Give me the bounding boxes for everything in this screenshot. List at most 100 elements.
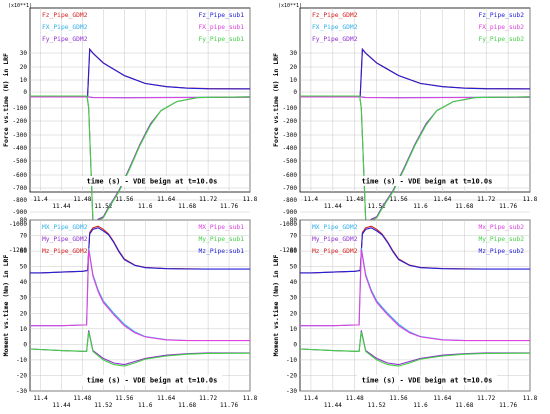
y-tick-label: -30 xyxy=(286,388,297,395)
x-tick-label: 11.44 xyxy=(52,402,70,409)
multiplier-label: (x10**1) xyxy=(278,3,302,9)
x-tick-label: 11.68 xyxy=(178,402,196,409)
y-tick-label: 20 xyxy=(20,64,28,71)
x-tick-label: 11.56 xyxy=(390,395,408,402)
y-axis-label: Force vs.time (N) in LRF xyxy=(272,53,280,147)
x-tick-label: 11.64 xyxy=(157,395,175,402)
x-tick-label: 11.56 xyxy=(115,196,133,203)
y-tick-label: -300 xyxy=(283,132,298,139)
legend-entry: Mz_Pipe_GDM2 xyxy=(312,248,358,255)
y-tick-label: 30 xyxy=(290,295,298,302)
y-tick-label: -20 xyxy=(16,372,27,379)
y-tick-label: 30 xyxy=(20,50,28,57)
x-axis-label: time (s) - VDE beign at t=10.0s xyxy=(362,377,493,385)
x-axis-label: time (s) - VDE beign at t=10.0s xyxy=(87,178,218,186)
y-tick-label: -800 xyxy=(13,197,28,204)
legend-entry: My_Pipe_sub2 xyxy=(479,236,525,243)
y-tick-label: -30 xyxy=(16,388,27,395)
x-tick-label: 11.6 xyxy=(138,203,153,210)
y-tick-label: -10 xyxy=(286,357,297,364)
x-tick-label: 11.72 xyxy=(477,196,495,203)
x-tick-label: 11.68 xyxy=(455,203,473,210)
y-tick-label: 10 xyxy=(20,326,28,333)
x-tick-label: 11.8 xyxy=(243,196,258,203)
y-tick-label: 70 xyxy=(290,233,298,240)
y-axis-label: Moment vs.time (Nm) in LRF xyxy=(272,255,280,357)
legend-entry: FX_Pipe_GDM2 xyxy=(42,24,88,31)
x-tick-label: 11.52 xyxy=(368,402,386,409)
y-tick-label: 50 xyxy=(20,264,28,271)
series-line-mz-pipe-sub2 xyxy=(300,227,530,274)
legend-entry: Mx_Pipe_sub2 xyxy=(479,224,525,231)
x-tick-label: 11.4 xyxy=(304,395,319,402)
series-line-mx-pipe-sub1 xyxy=(30,249,250,342)
legend-entry: My_Pipe_sub1 xyxy=(199,236,245,243)
x-axis-label: time (s) - VDE beign at t=10.0s xyxy=(87,377,218,385)
chart-panel-4: 80 70 60 50 40 30 20 10 0 -10 -20 -30 11.4 11.48 11.56… xyxy=(272,217,538,409)
plot-frame xyxy=(29,7,251,193)
y-tick-label: -100 xyxy=(13,105,28,112)
legend-entry: Mz_Pipe:sub1 xyxy=(199,248,245,255)
y-tick-label: 60 xyxy=(290,248,298,255)
y-axis-label: Moment vs.time (Nm) in LRF xyxy=(2,255,10,357)
y-tick-label: -20 xyxy=(286,372,297,379)
x-tick-label: 11.72 xyxy=(477,395,495,402)
y-tick-label: 50 xyxy=(290,264,298,271)
y-tick-label: 0 xyxy=(293,89,297,96)
plot-frame xyxy=(299,219,531,392)
legend-entry: Fy_Pipe_sub1 xyxy=(199,36,245,43)
x-tick-label: 11.8 xyxy=(523,196,538,203)
legend-entry: Mz_Pipe_sub2 xyxy=(479,248,525,255)
y-tick-label: 30 xyxy=(20,295,28,302)
plot-frame xyxy=(29,219,251,392)
legend-entry: My_Pipe_GDM2 xyxy=(312,236,358,243)
y-tick-label: -400 xyxy=(13,145,28,152)
x-tick-label: 11.56 xyxy=(390,196,408,203)
y-tick-label: 70 xyxy=(20,233,28,240)
x-tick-label: 11.76 xyxy=(220,402,238,409)
x-axis-label-bg xyxy=(357,176,497,186)
series-line-mz-pipe-sub1 xyxy=(30,227,250,274)
x-tick-label: 11.4 xyxy=(33,395,48,402)
legend-entry: Fz_Pipe_sub2 xyxy=(479,12,525,19)
x-tick-label: 11.64 xyxy=(157,196,175,203)
x-tick-label: 11.76 xyxy=(220,203,238,210)
chart-panel-2: 30 20 10 0 -100 -200 -300 -400 -500 -600 -700 -800 -… xyxy=(272,3,538,254)
chart-panel-3: 80 70 60 50 40 30 20 10 0 -10 -20 -30 11.4 11.48 11.56… xyxy=(2,217,258,409)
x-tick-label: 11.6 xyxy=(413,203,428,210)
y-tick-label: -700 xyxy=(13,185,28,192)
y-tick-label: -600 xyxy=(283,172,298,179)
x-tick-label: 11.68 xyxy=(178,203,196,210)
legend-entry: FX_pipe_sub1 xyxy=(199,24,245,31)
x-tick-label: 11.48 xyxy=(73,196,91,203)
x-tick-label: 11.76 xyxy=(499,402,517,409)
y-tick-label: -800 xyxy=(283,197,298,204)
x-axis-label-bg xyxy=(82,176,222,186)
x-tick-label: 11.6 xyxy=(413,402,428,409)
legend-entry: MX_Pipe_GDM2 xyxy=(312,224,358,231)
y-tick-label: -200 xyxy=(13,118,28,125)
y-tick-label: -10 xyxy=(16,357,27,364)
x-tick-label: 11.52 xyxy=(368,203,386,210)
legend-entry: Fz_Pipe_GDM2 xyxy=(312,12,358,19)
x-tick-label: 11.64 xyxy=(433,395,451,402)
legend-entry: FX_Pipe_GDM2 xyxy=(312,24,358,31)
series-line-my-pipe-sub1 xyxy=(29,331,251,367)
y-tick-label: 30 xyxy=(290,50,298,57)
x-tick-label: 11.76 xyxy=(499,203,517,210)
y-tick-label: 0 xyxy=(23,89,27,96)
x-tick-label: 11.72 xyxy=(199,196,217,203)
legend-entry: Fy_Pipe_GDM2 xyxy=(312,36,358,43)
y-tick-label: 80 xyxy=(20,217,28,224)
legend-entry: Fz_Pipe_GDM2 xyxy=(42,12,88,19)
x-axis-label-bg xyxy=(357,375,497,385)
series-line-fy-pipe-sub2 xyxy=(300,95,531,227)
legend-entry: Fy_Pipe_sub2 xyxy=(479,36,525,43)
y-tick-label: -700 xyxy=(283,185,298,192)
x-tick-label: 11.56 xyxy=(115,395,133,402)
x-tick-label: 11.44 xyxy=(324,402,342,409)
x-tick-label: 11.6 xyxy=(138,402,153,409)
y-tick-label: 20 xyxy=(290,64,298,71)
y-tick-label: -100 xyxy=(283,105,298,112)
